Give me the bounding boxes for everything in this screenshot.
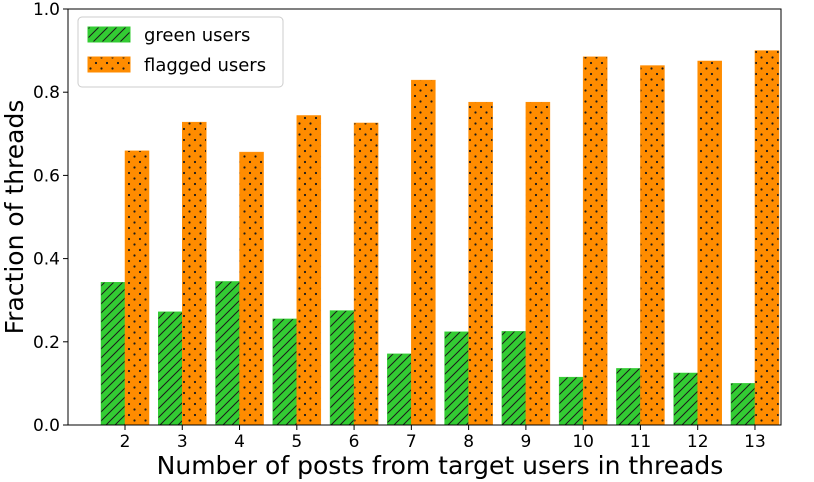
x-tick-label-6: 6: [349, 432, 360, 452]
legend-swatch-green-users: [87, 26, 131, 43]
bar-flagged-users-10: [582, 56, 608, 426]
bar-flagged-users-13: [754, 50, 780, 426]
bar-green-users-3: [158, 311, 183, 426]
x-tick-label-12: 12: [687, 432, 709, 452]
legend-label-green-users: green users: [144, 25, 250, 46]
bar-green-users-7: [387, 353, 412, 426]
bar-flagged-users-7: [411, 79, 436, 426]
bar-flagged-users-2: [124, 150, 150, 426]
x-tick-label-10: 10: [572, 432, 594, 452]
x-tick-label-11: 11: [630, 432, 652, 452]
bar-green-users-10: [558, 376, 584, 426]
y-axis-label: Fraction of threads: [0, 100, 29, 335]
bar-flagged-users-9: [525, 101, 551, 426]
y-axis: 0.0 0.2 0.4 0.6 0.8 1.0: [33, 0, 68, 436]
bar-green-users-8: [444, 331, 469, 426]
x-tick-label-7: 7: [406, 432, 417, 452]
bar-green-users-9: [501, 331, 527, 426]
y-tick-label-0.0: 0.0: [33, 416, 60, 436]
bar-green-users-12: [673, 372, 698, 426]
y-tick-label-0.8: 0.8: [33, 83, 60, 103]
bars-group: [100, 50, 780, 426]
bar-flagged-users-6: [353, 122, 379, 426]
x-tick-label-9: 9: [520, 432, 531, 452]
legend: green users flagged users: [77, 16, 284, 88]
legend-label-flagged-users: flagged users: [144, 55, 266, 76]
bar-flagged-users-8: [468, 101, 493, 426]
bar-green-users-4: [215, 281, 240, 426]
x-axis: 2 3 4 5 6 7 8 9 10 11 12 13: [120, 425, 766, 452]
bar-green-users-6: [329, 310, 355, 426]
bar-green-users-5: [272, 318, 298, 426]
y-tick-label-1.0: 1.0: [33, 0, 60, 20]
x-tick-label-3: 3: [177, 432, 188, 452]
legend-swatch-flagged-users: [87, 56, 131, 73]
bar-flagged-users-3: [182, 121, 207, 426]
x-tick-label-2: 2: [120, 432, 131, 452]
y-tick-label-0.4: 0.4: [33, 250, 60, 270]
x-tick-label-8: 8: [463, 432, 474, 452]
bar-flagged-users-11: [640, 65, 665, 426]
bar-flagged-users-4: [239, 151, 264, 426]
bar-green-users-11: [616, 368, 641, 426]
x-tick-label-5: 5: [291, 432, 302, 452]
x-axis-label: Number of posts from target users in thr…: [157, 451, 724, 480]
x-tick-label-13: 13: [744, 432, 766, 452]
x-tick-label-4: 4: [234, 432, 245, 452]
bar-green-users-2: [100, 282, 126, 426]
y-tick-label-0.2: 0.2: [33, 333, 60, 353]
y-tick-label-0.6: 0.6: [33, 166, 60, 186]
bar-flagged-users-12: [697, 60, 722, 426]
bar-flagged-users-5: [296, 115, 322, 426]
plot-frame: [67, 8, 782, 426]
bar-green-users-13: [730, 383, 756, 426]
